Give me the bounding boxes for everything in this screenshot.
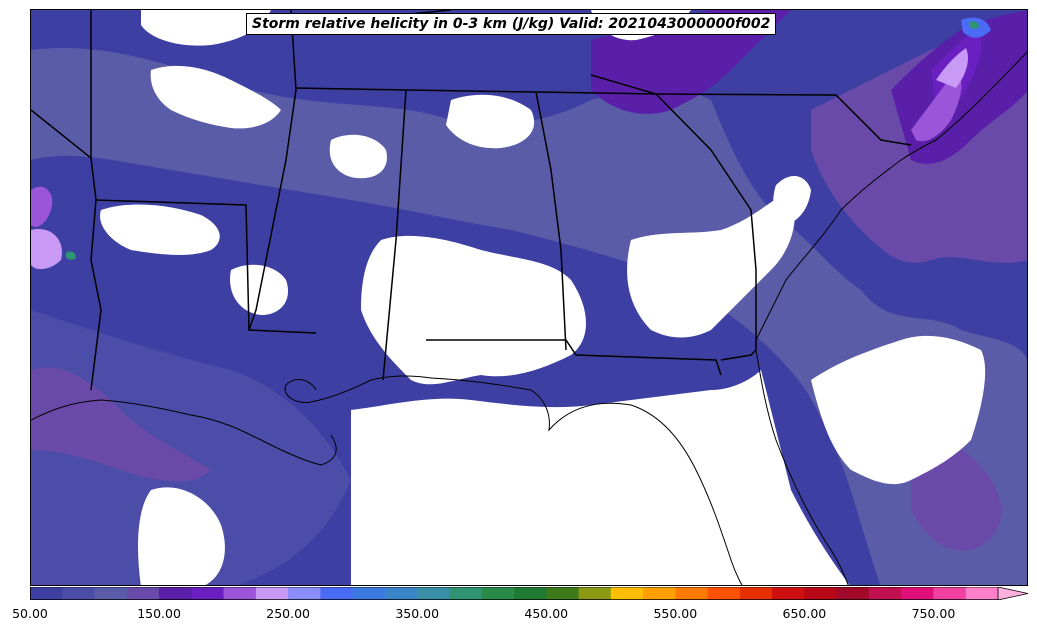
colorbar-segment xyxy=(836,587,870,600)
colorbar-extend-arrow xyxy=(997,587,1028,600)
colorbar-tick-label: 750.00 xyxy=(911,606,956,621)
colorbar-segment xyxy=(675,587,709,600)
border-fl-al xyxy=(426,339,722,376)
colorbar-segment xyxy=(868,587,902,600)
white-area-north xyxy=(150,65,281,129)
white-area-tx xyxy=(100,204,220,255)
white-area-sc xyxy=(773,175,811,225)
colorbar-segment xyxy=(739,587,773,600)
colorbar-segment xyxy=(30,587,63,600)
border-ar-la xyxy=(90,199,102,391)
colorbar-tick-label: 250.00 xyxy=(266,606,310,621)
border-sc-nc xyxy=(655,93,912,146)
colorbar-segment xyxy=(901,587,934,600)
no-data-regions xyxy=(100,10,986,585)
colorbar-segment xyxy=(320,587,354,600)
colorbar-segment xyxy=(417,587,450,600)
colorbar-segment xyxy=(707,587,741,600)
colorbar-segment xyxy=(804,587,838,600)
white-area-gulf-florida xyxy=(351,370,850,585)
white-area-al xyxy=(329,134,387,179)
colorbar-segment xyxy=(255,587,289,600)
colorbar-segment xyxy=(610,587,644,600)
white-area-ocean xyxy=(811,335,986,485)
border-tn xyxy=(295,87,657,95)
colorbar-tick-label: 550.00 xyxy=(653,606,698,621)
colorbar-tick-label: 50.00 xyxy=(12,606,48,621)
colorbar-segment xyxy=(126,587,160,600)
colorbar-segment xyxy=(159,587,192,600)
white-area-central xyxy=(361,235,586,385)
coast-la xyxy=(284,375,432,404)
coast-texas xyxy=(31,399,337,466)
colorbar-segment xyxy=(384,587,418,600)
srh-band-50-75 xyxy=(31,310,351,585)
border-al-ga xyxy=(535,91,567,351)
map-frame xyxy=(30,9,1028,586)
white-area-north2 xyxy=(446,94,535,149)
srh-band-gulf-lilac xyxy=(31,186,53,227)
colorbar xyxy=(30,587,1028,600)
colorbar-tick-label: 350.00 xyxy=(395,606,440,621)
srh-band-325-350 xyxy=(969,21,979,29)
map-title: Storm relative helicity in 0-3 km (J/kg)… xyxy=(246,13,777,35)
colorbar-segment xyxy=(62,587,96,600)
state-borders xyxy=(31,10,912,391)
colorbar-segment xyxy=(481,587,515,600)
white-area-ms xyxy=(230,264,289,315)
border-ms-al xyxy=(382,89,407,381)
colorbar-tick-label: 650.00 xyxy=(782,606,827,621)
colorbar-segment xyxy=(578,587,612,600)
map-canvas xyxy=(31,10,1027,585)
srh-band-tx-spot xyxy=(31,229,62,270)
colorbar-segment xyxy=(546,587,580,600)
border-ms-river xyxy=(248,10,297,331)
srh-band-200-225 xyxy=(936,48,968,88)
white-area-mex xyxy=(138,487,225,585)
coastlines xyxy=(31,51,1027,585)
srh-band-75-100 xyxy=(31,48,1027,585)
colorbar-tick-label: 450.00 xyxy=(524,606,569,621)
coast-atlantic xyxy=(755,51,1027,341)
coast-al-fl xyxy=(430,377,743,585)
colorbar-segment xyxy=(933,587,967,600)
colorbar-segment xyxy=(223,587,257,600)
colorbar-segment xyxy=(965,587,999,600)
colorbar-segment xyxy=(94,587,128,600)
white-area-nw xyxy=(141,10,271,46)
colorbar-segment xyxy=(772,587,805,600)
border-tn-nc xyxy=(590,74,657,95)
border-ga-sc xyxy=(655,93,757,350)
srh-band-tx-green xyxy=(66,251,76,260)
coast-fl-east xyxy=(755,349,849,585)
colorbar-outline xyxy=(30,587,998,600)
colorbar-segment xyxy=(352,587,386,600)
srh-band-175-200 xyxy=(911,70,962,142)
border-ga-fl xyxy=(720,349,757,361)
srh-band-100-125b xyxy=(31,367,211,482)
colorbar-segment xyxy=(191,587,225,600)
border-tx-la xyxy=(95,199,317,334)
colorbar-segment xyxy=(514,587,547,600)
colorbar-tick-label: 150.00 xyxy=(137,606,181,621)
colorbar-segment xyxy=(643,587,676,600)
colorbar-segment xyxy=(449,587,483,600)
colorbar-segment xyxy=(288,587,321,600)
